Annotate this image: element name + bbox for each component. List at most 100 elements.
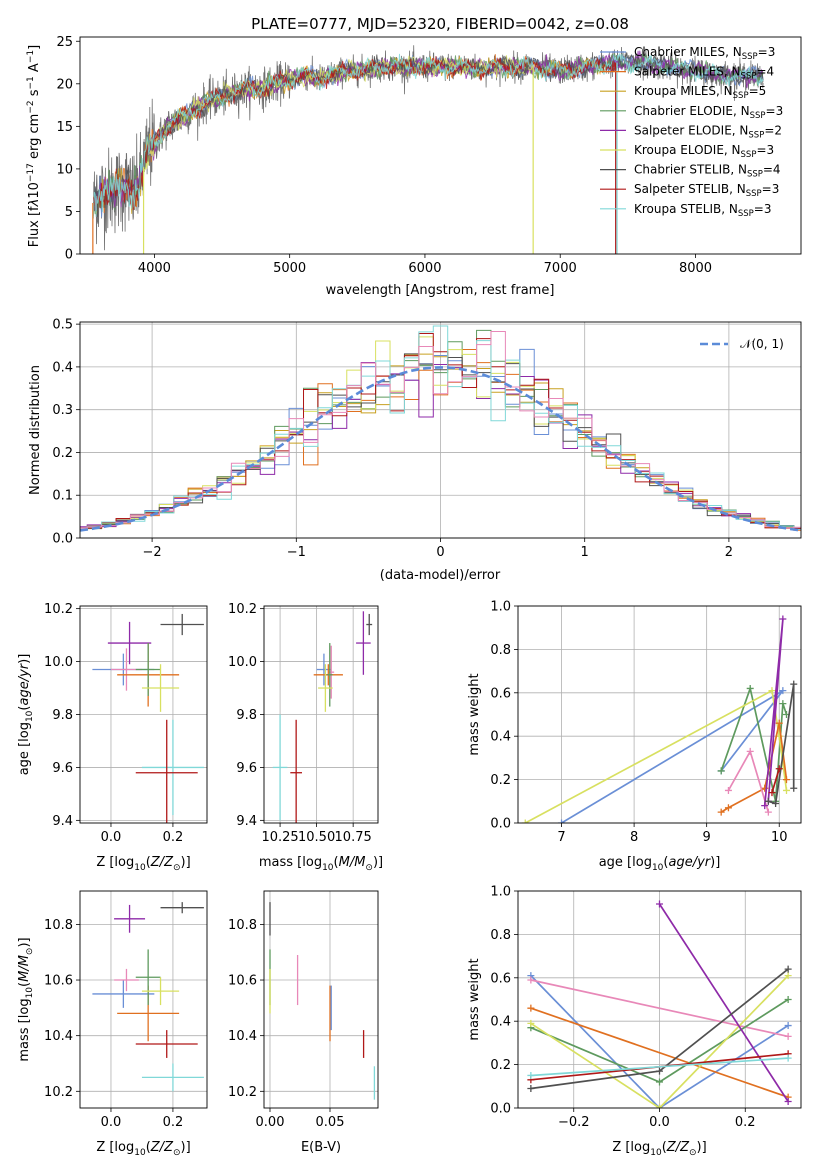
errorbar-point xyxy=(160,613,204,636)
mass_vs_ebv-ytick-label: 10.2 xyxy=(228,1085,257,1100)
residual-histogram xyxy=(80,332,801,530)
model-spectrum-line xyxy=(93,52,764,217)
age_vs_Z-ytick-label: 9.6 xyxy=(52,761,73,776)
weight_vs_Z-ytick-label: 0.2 xyxy=(490,1058,511,1073)
legend-label: Kroupa ELODIE, NSSP=3 xyxy=(634,143,774,160)
weight_vs_age-xtick-label: 7 xyxy=(557,830,565,845)
errorbar-point xyxy=(135,949,161,1006)
age_vs_mass-ytick-label: 10.2 xyxy=(228,602,257,617)
weight_vs_Z-plot-area xyxy=(527,900,792,1108)
weight-marker xyxy=(656,1078,663,1086)
weight-marker xyxy=(717,767,725,775)
spectrum-ytick-label: 5 xyxy=(65,205,73,220)
spectrum-ylabel: Flux [fλ10−17​ erg cm−2​ s−1​ A−1​] xyxy=(26,45,42,247)
weight-series-line xyxy=(561,689,784,823)
mass_vs_Z-plot-area xyxy=(92,902,204,1092)
age_vs_mass-ticks: 10.25 10.50 10.75 9.4 9.6 9.8 10.0 10.2 xyxy=(228,602,372,845)
spectrum-ytick-label: 20 xyxy=(56,77,73,92)
weight-series-line xyxy=(771,768,781,793)
weight_vs_age-ticks: 7 8 9 10 0.0 0.2 0.4 0.6 0.8 1.0 xyxy=(490,600,787,846)
weight-marker xyxy=(761,802,769,810)
residuals-xtick-label: 1 xyxy=(581,545,589,560)
weight-series-line xyxy=(658,903,789,1102)
errorbar-point xyxy=(272,714,288,821)
mass_vs_ebv-ticks: 0.00 0.05 10.2 10.4 10.6 10.8 xyxy=(228,918,344,1130)
age_vs_mass-frame xyxy=(263,605,379,824)
errorbar-point xyxy=(141,977,180,1006)
residuals-xtick-label: −2 xyxy=(143,545,162,560)
weight-marker xyxy=(779,687,787,695)
legend-label: Kroupa STELIB, NSSP=3 xyxy=(634,202,772,219)
weight-marker xyxy=(527,976,535,984)
model-spectrum-line xyxy=(93,55,608,216)
age_vs_mass-ytick-label: 9.8 xyxy=(236,708,257,723)
age_vs_mass-xtick-label: 10.25 xyxy=(261,830,298,845)
spectrum-ytick-label: 15 xyxy=(56,120,73,135)
weight-marker xyxy=(746,684,754,692)
weight-series-line xyxy=(530,975,789,1108)
weight_vs_age-ylabel: mass weight xyxy=(467,673,482,755)
spectrum-title: PLATE=0777, MJD=52320, FIBERID=0042, z=0… xyxy=(251,15,629,33)
weight_vs_Z-ylabel: mass weight xyxy=(467,958,482,1040)
residuals-ticks: −2 −1 0 1 2 0.0 0.1 0.2 0.3 0.4 0.5 xyxy=(52,318,733,560)
weight_vs_age-xlabel: age [log10​(age/yr)] xyxy=(599,855,721,873)
weight_vs_age-ytick-label: 1.0 xyxy=(490,600,511,615)
weight-marker xyxy=(768,789,776,797)
weight-marker xyxy=(764,797,772,805)
weight-marker xyxy=(768,687,776,695)
age_vs_Z-ytick-label: 9.4 xyxy=(52,814,73,829)
weight_vs_age-xtick-label: 8 xyxy=(630,830,638,845)
age_vs_mass-plot-area xyxy=(272,611,373,823)
errorbar-point xyxy=(141,719,204,816)
residuals-xtick-label: −1 xyxy=(287,545,306,560)
spectrum-xtick-label: 6000 xyxy=(408,261,441,276)
mass_vs_Z-ytick-label: 10.2 xyxy=(44,1085,73,1100)
mass_vs_Z-xtick-label: 0.0 xyxy=(101,1115,122,1130)
weight-marker xyxy=(784,1022,792,1030)
residuals-ytick-label: 0.4 xyxy=(52,360,73,375)
age_vs_Z-xtick-label: 0.0 xyxy=(101,830,122,845)
mass_vs_ebv-xtick-label: 0.00 xyxy=(256,1115,285,1130)
errorbar-point xyxy=(290,719,302,823)
legend-label: Chabrier ELODIE, NSSP=3 xyxy=(634,104,783,121)
weight_vs_age-frame xyxy=(517,605,802,824)
legend-label: Salpeter STELIB, NSSP=3 xyxy=(634,182,779,199)
weight-marker xyxy=(775,765,783,773)
legend-label: Salpeter MILES, NSSP=4 xyxy=(634,65,774,82)
weight_vs_age-ytick-label: 0.8 xyxy=(490,643,511,658)
weight-marker xyxy=(784,1032,792,1040)
legend-label: Kroupa MILES, NSSP=5 xyxy=(634,84,766,101)
normal-curve xyxy=(80,366,801,532)
weight_vs_Z-ytick-label: 1.0 xyxy=(490,885,511,900)
legend-label: Chabrier MILES, NSSP=3 xyxy=(634,45,775,62)
spectrum-plot-area xyxy=(92,45,764,254)
weight-marker xyxy=(527,1019,535,1027)
weight-series-line xyxy=(727,749,770,813)
weight_vs_age-xtick-label: 10 xyxy=(771,830,788,845)
age_vs_Z-frame xyxy=(79,605,208,824)
residuals-plot-area xyxy=(80,325,801,532)
mass_vs_Z-axes xyxy=(80,891,207,1108)
weight-marker xyxy=(784,972,792,980)
mass_vs_Z-xtick-label: 0.2 xyxy=(163,1115,184,1130)
mass_vs_Z-ticks: 0.0 0.2 10.2 10.4 10.6 10.8 xyxy=(44,918,183,1130)
age_vs_mass-xlabel: mass [log10​(M/M⊙​)] xyxy=(259,855,383,873)
legend-label: Salpeter ELODIE, NSSP=2 xyxy=(634,123,782,140)
age_vs_mass-ytick-label: 10.0 xyxy=(228,655,257,670)
weight-marker xyxy=(784,996,792,1003)
residuals-ytick-label: 0.2 xyxy=(52,446,73,461)
errorbar-point xyxy=(135,1030,198,1058)
weight-series-line xyxy=(530,1007,789,1099)
errorbar-point xyxy=(316,653,332,686)
age_vs_mass-xtick-label: 10.50 xyxy=(298,830,335,845)
weight-marker xyxy=(656,1104,663,1108)
weight-marker xyxy=(784,1054,792,1062)
weight-marker xyxy=(521,819,529,823)
weight-marker xyxy=(779,700,787,708)
mass_vs_ebv-ytick-label: 10.6 xyxy=(228,974,257,989)
age_vs_mass-axes xyxy=(264,606,378,823)
spectrum-xlabel: wavelength [Angstrom, rest frame] xyxy=(326,283,555,298)
age_vs_Z-ticks: 0.0 0.2 9.4 9.6 9.8 10.0 10.2 xyxy=(44,602,183,845)
weight-marker xyxy=(775,719,783,727)
